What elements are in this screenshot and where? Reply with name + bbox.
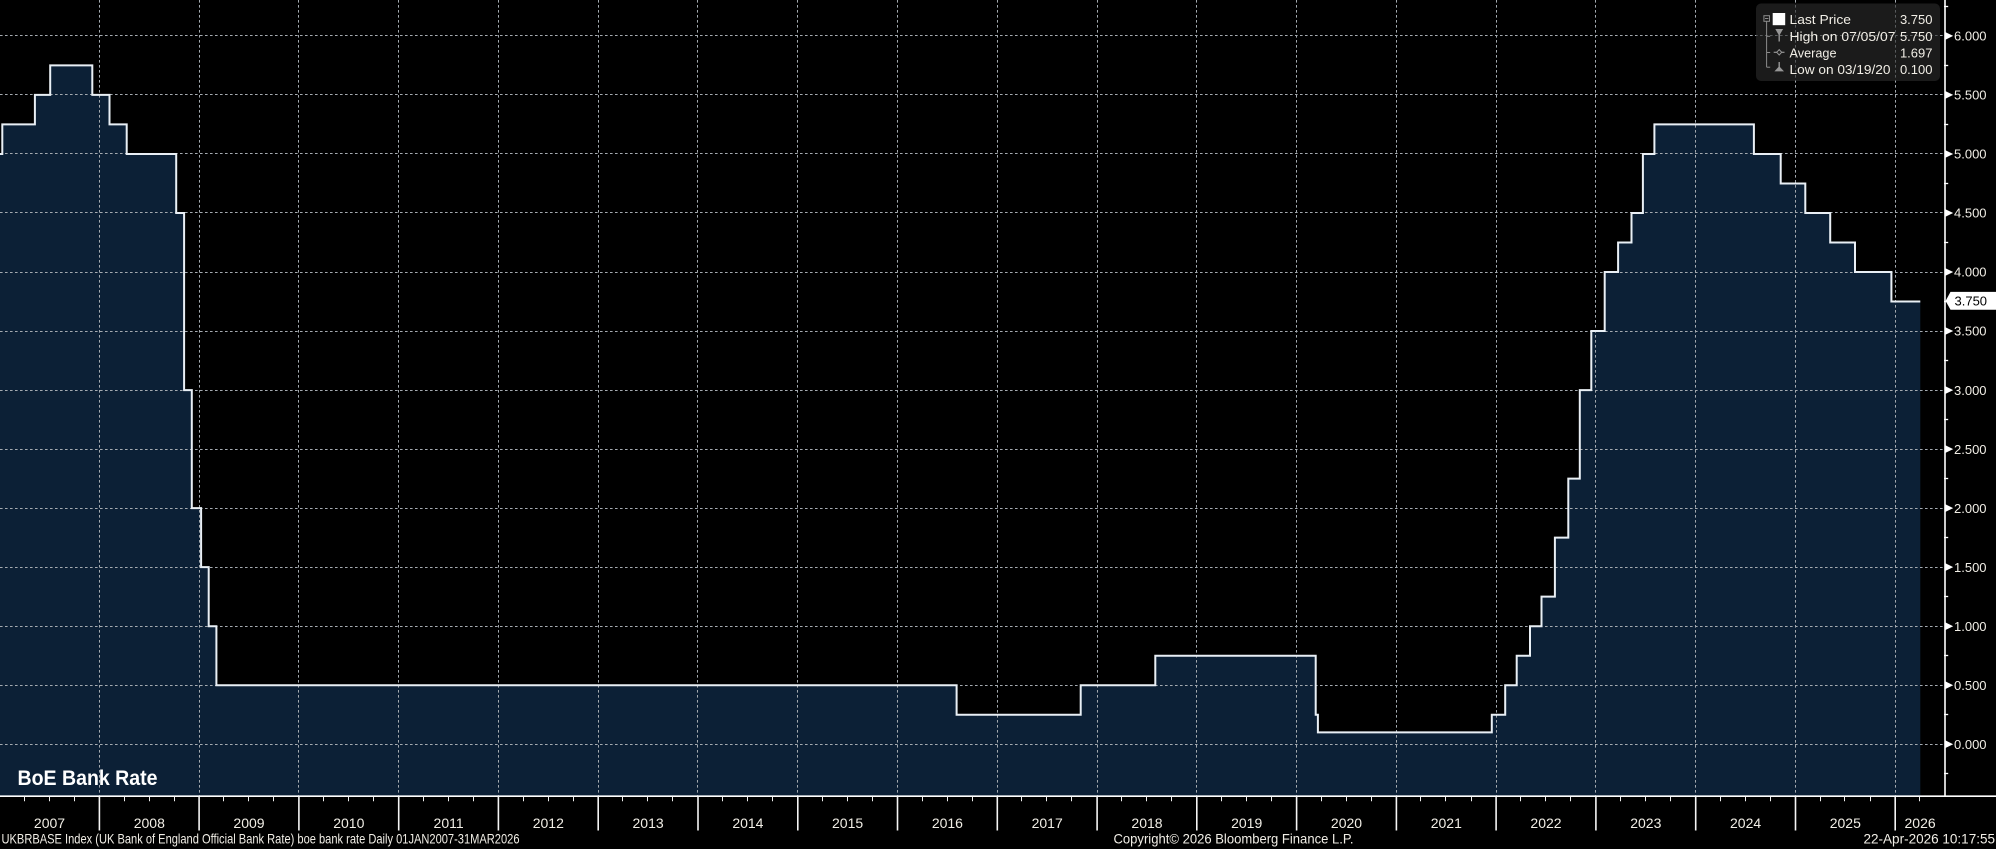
svg-text:3.750: 3.750 [1900, 12, 1933, 27]
svg-text:UKBRBASE Index (UK Bank of Eng: UKBRBASE Index (UK Bank of England Offic… [2, 831, 520, 847]
svg-text:3.500: 3.500 [1954, 324, 1987, 339]
svg-text:2022: 2022 [1530, 815, 1561, 831]
svg-text:2013: 2013 [633, 815, 664, 831]
svg-text:2014: 2014 [732, 815, 763, 831]
svg-text:1.697: 1.697 [1900, 46, 1933, 61]
svg-text:Last Price: Last Price [1790, 12, 1852, 27]
svg-text:2008: 2008 [134, 815, 165, 831]
svg-text:6.000: 6.000 [1954, 29, 1987, 44]
svg-text:2025: 2025 [1830, 815, 1861, 831]
svg-text:2010: 2010 [333, 815, 364, 831]
svg-text:2023: 2023 [1630, 815, 1661, 831]
svg-text:5.750: 5.750 [1900, 29, 1933, 44]
svg-text:2024: 2024 [1730, 815, 1761, 831]
svg-text:2026: 2026 [1905, 815, 1936, 831]
svg-text:2018: 2018 [1131, 815, 1162, 831]
svg-text:0.500: 0.500 [1954, 678, 1987, 693]
svg-text:2016: 2016 [932, 815, 963, 831]
svg-text:BoE Bank Rate: BoE Bank Rate [18, 767, 158, 790]
svg-text:High on 07/05/07: High on 07/05/07 [1790, 29, 1896, 44]
svg-text:2019: 2019 [1231, 815, 1262, 831]
svg-text:22-Apr-2026 10:17:55: 22-Apr-2026 10:17:55 [1864, 831, 1996, 847]
svg-text:5.000: 5.000 [1954, 147, 1987, 162]
svg-text:2021: 2021 [1431, 815, 1462, 831]
svg-text:5.500: 5.500 [1954, 88, 1987, 103]
svg-text:0.000: 0.000 [1954, 737, 1987, 752]
svg-text:2012: 2012 [533, 815, 564, 831]
svg-text:3.000: 3.000 [1954, 383, 1987, 398]
svg-text:0.100: 0.100 [1900, 62, 1933, 77]
svg-text:2020: 2020 [1331, 815, 1362, 831]
svg-text:2015: 2015 [832, 815, 863, 831]
svg-text:3.750: 3.750 [1955, 294, 1988, 309]
svg-text:2007: 2007 [34, 815, 65, 831]
svg-text:4.000: 4.000 [1954, 265, 1987, 280]
svg-text:2.000: 2.000 [1954, 501, 1987, 516]
svg-text:Copyright© 2026 Bloomberg Fina: Copyright© 2026 Bloomberg Finance L.P. [1114, 831, 1354, 847]
svg-text:Average: Average [1790, 46, 1837, 61]
svg-text:Low on 03/19/20: Low on 03/19/20 [1790, 62, 1891, 77]
svg-text:4.500: 4.500 [1954, 206, 1987, 221]
svg-text:2009: 2009 [233, 815, 264, 831]
svg-text:1.500: 1.500 [1954, 560, 1987, 575]
svg-text:2.500: 2.500 [1954, 442, 1987, 457]
svg-text:2011: 2011 [434, 815, 464, 831]
svg-text:1.000: 1.000 [1954, 619, 1987, 634]
svg-text:2017: 2017 [1032, 815, 1063, 831]
